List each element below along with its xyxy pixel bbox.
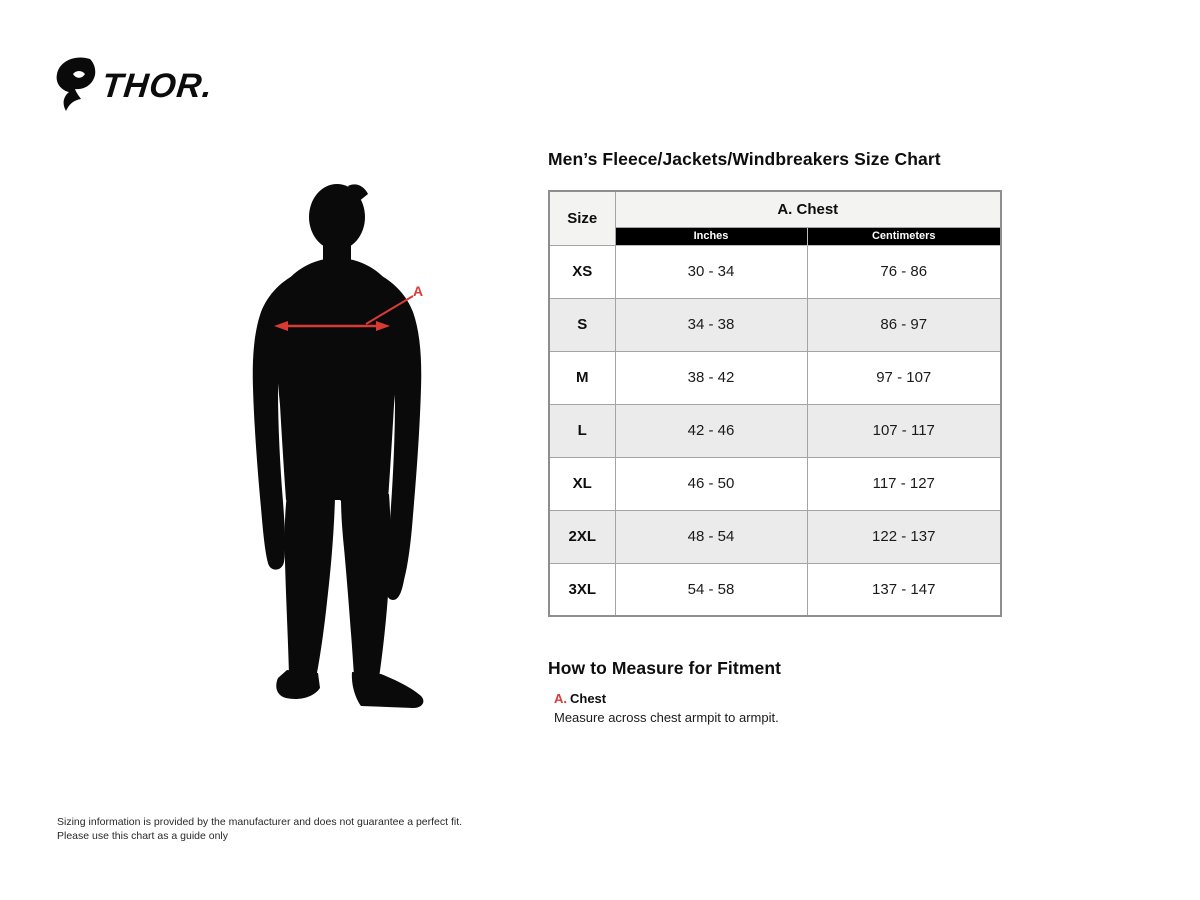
- size-cell: L: [548, 403, 616, 458]
- thor-ram-icon: [54, 56, 98, 112]
- col-header-chest: A. Chest: [614, 190, 1002, 228]
- inches-cell: 30 - 34: [614, 244, 808, 299]
- centimeters-cell: 117 - 127: [806, 456, 1002, 511]
- measure-item-heading: A. Chest: [554, 691, 779, 706]
- size-cell: M: [548, 350, 616, 405]
- inches-cell: 38 - 42: [614, 350, 808, 405]
- size-cell: XS: [548, 244, 616, 299]
- table-row: 3XL 54 - 58 137 - 147: [548, 562, 1002, 617]
- col-header-centimeters: Centimeters: [806, 226, 1002, 246]
- measurement-marker-a: A: [413, 283, 424, 299]
- col-header-size: Size: [548, 190, 616, 246]
- disclaimer-line-2: Please use this chart as a guide only: [57, 829, 229, 842]
- centimeters-cell: 137 - 147: [806, 562, 1002, 617]
- body-silhouette: [230, 160, 470, 720]
- measure-item-name: Chest: [570, 691, 607, 706]
- centimeters-cell: 107 - 117: [806, 403, 1002, 458]
- centimeters-cell: 86 - 97: [806, 297, 1002, 352]
- inches-cell: 42 - 46: [614, 403, 808, 458]
- inches-cell: 54 - 58: [614, 562, 808, 617]
- inches-cell: 46 - 50: [614, 456, 808, 511]
- col-header-inches: Inches: [614, 226, 808, 246]
- measure-item-description: Measure across chest armpit to armpit.: [554, 710, 779, 725]
- chest-measurement-arrow: [274, 295, 414, 331]
- table-row: S 34 - 38 86 - 97: [548, 297, 1002, 352]
- size-cell: S: [548, 297, 616, 352]
- inches-cell: 34 - 38: [614, 297, 808, 352]
- inches-cell: 48 - 54: [614, 509, 808, 564]
- table-row: XS 30 - 34 76 - 86: [548, 244, 1002, 299]
- table-header-row: Size A. Chest: [548, 190, 1002, 246]
- disclaimer: Sizing information is provided by the ma…: [57, 816, 462, 843]
- size-chart-table: Size A. Chest Inches Centimeters XS 30 -…: [548, 190, 1002, 617]
- centimeters-cell: 97 - 107: [806, 350, 1002, 405]
- centimeters-cell: 76 - 86: [806, 244, 1002, 299]
- size-cell: 3XL: [548, 562, 616, 617]
- table-row: XL 46 - 50 117 - 127: [548, 456, 1002, 511]
- table-row: M 38 - 42 97 - 107: [548, 350, 1002, 405]
- table-row: L 42 - 46 107 - 117: [548, 403, 1002, 458]
- table-units-row: Inches Centimeters: [549, 226, 1002, 246]
- measure-item-marker: A.: [554, 691, 567, 706]
- thor-logo-text: THOR.: [100, 67, 215, 105]
- disclaimer-line-1: Sizing information is provided by the ma…: [57, 816, 463, 828]
- size-chart-title: Men’s Fleece/Jackets/Windbreakers Size C…: [548, 149, 941, 169]
- table-row: 2XL 48 - 54 122 - 137: [548, 509, 1002, 564]
- size-cell: 2XL: [548, 509, 616, 564]
- centimeters-cell: 122 - 137: [806, 509, 1002, 564]
- silhouette-shape: [252, 184, 424, 708]
- measure-item: A. Chest Measure across chest armpit to a…: [554, 691, 779, 725]
- size-cell: XL: [548, 456, 616, 511]
- how-to-measure-title: How to Measure for Fitment: [548, 658, 782, 678]
- thor-logo: THOR.: [54, 56, 215, 112]
